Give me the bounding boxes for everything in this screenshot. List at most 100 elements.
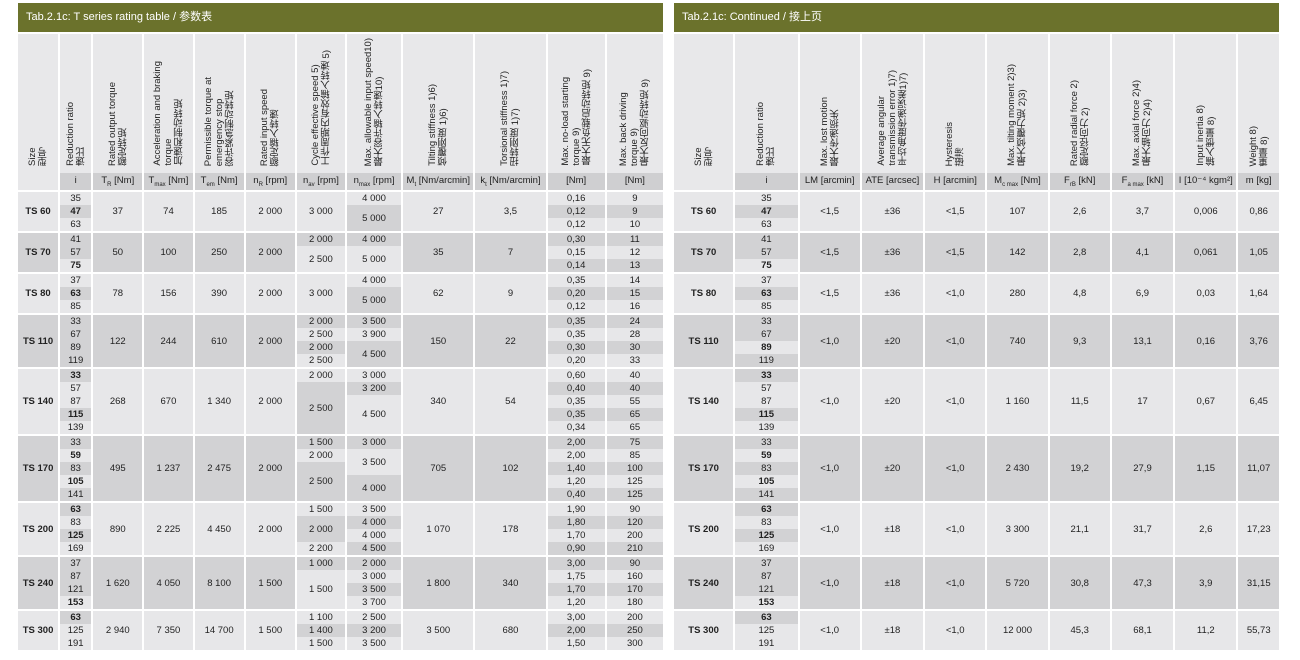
starting-torque-cell: 0,35: [547, 313, 605, 328]
column-header-label: Tilting stiffness 1)6) 倾覆刚度 1)6): [427, 84, 450, 166]
column-header: Rated output torque 额定转矩: [93, 32, 143, 173]
column-header: Input inertia 8) 输入惯量 8): [1175, 32, 1237, 173]
size-cell: TS 200: [674, 501, 734, 555]
ratio-cell: 141: [735, 488, 798, 501]
table-row: 87: [674, 395, 1279, 408]
unit-symbol: F: [1064, 175, 1070, 187]
ratio-cell: 83: [735, 516, 798, 529]
starting-torque-cell: 1,70: [547, 583, 605, 596]
unit-subscript: rB: [1069, 181, 1076, 188]
ratio-cell: 105: [60, 475, 92, 488]
unit-subscript: a max: [1127, 181, 1144, 188]
unit-subscript: av: [308, 181, 315, 188]
ratio-cell: 59: [60, 449, 92, 462]
value-cell: 17,23: [1238, 501, 1279, 555]
column-header: Reduction ratio 速比: [60, 32, 92, 173]
value-cell: 6,45: [1238, 367, 1279, 434]
cycle-speed-cell: 1 500: [296, 570, 345, 609]
ratio-cell: 85: [735, 300, 798, 313]
unit-text: [rpm]: [262, 175, 288, 187]
back-driving-torque-cell: 300: [606, 637, 663, 650]
unit-text: [Nm/arcmin]: [486, 175, 541, 187]
ratio-cell: 57: [735, 246, 798, 259]
unit-symbol: n: [253, 175, 259, 187]
size-cell: TS 300: [18, 609, 59, 650]
value-cell: 0,67: [1175, 367, 1237, 434]
value-cell: 9: [475, 272, 546, 313]
table-row: 89: [674, 341, 1279, 354]
column-header: Max. no-load starting torque 9) 最大无负载启动转…: [547, 32, 605, 173]
starting-torque-cell: 0,40: [547, 382, 605, 395]
back-driving-torque-cell: 13: [606, 259, 663, 272]
cycle-speed-cell: 1 000: [296, 555, 345, 570]
value-cell: ±36: [861, 190, 924, 231]
column-header: Weight 8) 重量 8): [1238, 32, 1279, 173]
starting-torque-cell: 1,80: [547, 516, 605, 529]
value-cell: <1,0: [799, 609, 860, 650]
unit-text: [Nm]: [165, 175, 189, 187]
column-unit: Tmax [Nm]: [144, 173, 193, 190]
table-row: 59 2 000 3 500 2,00 85: [18, 449, 663, 475]
unit-subscript: em: [206, 181, 215, 188]
value-cell: 3 500: [403, 609, 474, 650]
max-speed-cell: 4 000: [346, 272, 402, 287]
value-cell: 1 070: [403, 501, 474, 555]
column-header-label: Input inertia 8) 输入惯量 8): [1194, 105, 1217, 166]
table-row: TS 300 63 2 940 7 350 14 700 1 500 1 100 2 500 3…: [18, 609, 663, 650]
ratio-cell: 75: [60, 259, 92, 272]
table-row: 83 2 000 4 000 1,80 120: [18, 516, 663, 542]
back-driving-torque-cell: 160: [606, 570, 663, 583]
column-header-label: Permissible torque at emergency stop 容许紧…: [202, 76, 236, 166]
starting-torque-cell: 1,75: [547, 570, 605, 583]
ratio-cell: 89: [735, 341, 798, 354]
table-row: 121: [674, 583, 1279, 596]
cycle-speed-cell: 1 100: [296, 609, 345, 624]
max-speed-cell: 4 000: [346, 231, 402, 246]
ratio-cell: 57: [60, 246, 92, 259]
starting-torque-cell: 0,35: [547, 328, 605, 341]
back-driving-torque-cell: 24: [606, 313, 663, 328]
value-cell: 2 000: [245, 501, 295, 555]
ratio-cell: 115: [60, 408, 92, 421]
value-cell: <1,0: [799, 367, 860, 434]
value-cell: 21,1: [1049, 501, 1110, 555]
value-cell: 2 000: [245, 272, 295, 313]
ratio-cell: 33: [60, 434, 92, 449]
max-speed-cell: 3 000: [346, 434, 402, 449]
starting-torque-cell: 0,90: [547, 542, 605, 555]
table-row: 83: [674, 462, 1279, 475]
value-cell: 3,5: [475, 190, 546, 231]
ratio-cell: 87: [60, 570, 92, 583]
column-header: Rated input speed 额定输入转速: [245, 32, 295, 173]
table-row: 153: [674, 596, 1279, 609]
table-row: 47 5 000 0,12 9: [18, 205, 663, 231]
ratio-cell: 119: [735, 354, 798, 367]
size-cell: TS 60: [18, 190, 59, 231]
value-cell: <1,5: [925, 231, 986, 272]
value-cell: 1 500: [245, 555, 295, 609]
unit-symbol: T: [101, 175, 108, 187]
size-cell: TS 170: [674, 434, 734, 501]
value-cell: 244: [144, 313, 193, 367]
cycle-speed-cell: 2 500: [296, 382, 345, 434]
value-cell: 390: [194, 272, 244, 313]
column-header: Acceleration and braking torque 加速和制动转矩: [144, 32, 193, 173]
value-cell: 47,3: [1111, 555, 1174, 609]
max-speed-cell: 4 000: [346, 475, 402, 501]
column-header-label: Hysteresis 磁滞: [944, 121, 967, 166]
column-header-label: Size 型号: [27, 147, 50, 166]
max-speed-cell: 3 000: [346, 367, 402, 382]
ratio-cell: 63: [735, 609, 798, 624]
table-row: 83 2 500 1,40 100: [18, 462, 663, 501]
value-cell: <1,0: [799, 555, 860, 609]
table-row: 169 2 200 4 500 0,90 210: [18, 542, 663, 555]
value-cell: ±18: [861, 501, 924, 555]
back-driving-torque-cell: 125: [606, 475, 663, 488]
table-row: 115 0,35 65: [18, 408, 663, 421]
value-cell: 4 050: [144, 555, 193, 609]
column-header: Rated radial force 2) 额定径向力 2): [1049, 32, 1110, 173]
unit-text: [Nm]: [566, 175, 587, 187]
value-cell: 1,64: [1238, 272, 1279, 313]
table-row: 87 1 500 3 000 1,75 160: [18, 570, 663, 609]
unit-symbol: ATE [arcsec]: [865, 175, 920, 187]
